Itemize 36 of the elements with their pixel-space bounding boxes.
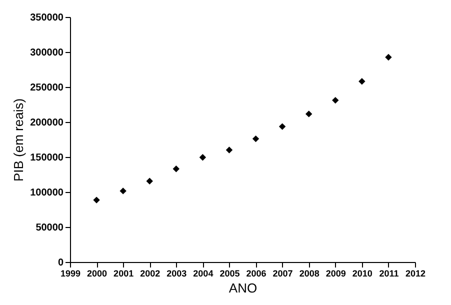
y-axis-title: PIB (em reais) [11,98,26,182]
x-tick-label: 2004 [193,268,214,278]
y-tick-label: 350000 [30,12,64,24]
y-tick-label: 200000 [30,118,64,128]
point [172,166,180,172]
y-tick-label: 100000 [30,188,64,198]
y-tick-label: 150000 [30,152,64,164]
y-tick-label: 0 [58,258,64,268]
x-tick-label: 2006 [246,268,266,278]
x-tick-label: 2005 [220,268,240,278]
x-tick-label: 2008 [299,268,320,278]
point [305,110,312,118]
x-tick-label: 2000 [87,268,108,278]
x-tick-label: 2010 [352,268,372,278]
x-tick-label: 1999 [60,268,81,278]
point [358,78,366,85]
x-tick-label: 2007 [272,268,293,278]
x-tick-label: 2003 [166,268,187,278]
point [146,178,153,185]
x-tick-label: 2011 [379,268,399,278]
point [332,96,339,104]
y-tick-label: 50000 [36,222,64,234]
x-tick-label: 2002 [140,268,160,278]
point [199,154,206,161]
point [385,54,392,61]
x-tick-label: 2001 [114,268,134,278]
point [226,146,233,154]
x-tick-label: 2009 [326,268,346,278]
x-axis-title: ANO [228,280,258,296]
x-tick-label: 2012 [405,268,426,278]
y-tick-label: 300000 [30,48,64,58]
y-tick-label: 250000 [30,82,64,94]
point [120,188,126,194]
point [93,196,100,204]
point [278,123,286,130]
point [252,135,260,142]
